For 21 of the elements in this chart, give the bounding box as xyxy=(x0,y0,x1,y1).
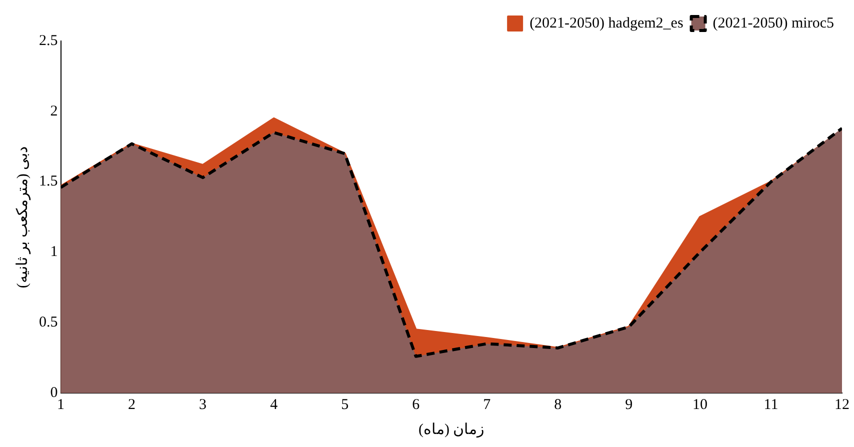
y-axis-title: دبی (مترمکعب بر ثانیه) xyxy=(14,146,31,288)
y-tick-label: 1 xyxy=(50,244,58,260)
x-tick-label: 5 xyxy=(341,396,349,413)
y-tick-label: 2 xyxy=(50,103,58,120)
x-axis-title: زمان (ماه) xyxy=(418,422,484,438)
x-tick-label: 4 xyxy=(270,396,278,413)
y-tick-label: 0.5 xyxy=(39,314,58,331)
legend-label: (2021-2050) hadgem2_es xyxy=(530,15,684,32)
x-tick-label: 3 xyxy=(199,396,207,413)
y-tick-label: 1.5 xyxy=(39,174,58,190)
y-tick-label: 0 xyxy=(50,384,58,401)
legend-label: (2021-2050) miroc5 xyxy=(712,15,834,32)
x-tick-label: 9 xyxy=(625,396,633,413)
x-tick-label: 11 xyxy=(764,396,778,413)
x-tick-label: 2 xyxy=(128,396,136,413)
x-tick-label: 12 xyxy=(834,396,850,413)
x-tick-label: 10 xyxy=(692,396,708,413)
x-tick-label: 7 xyxy=(483,396,492,413)
x-tick-label: 6 xyxy=(412,396,420,413)
y-tick-label: 2.5 xyxy=(39,32,58,49)
x-tick-label: 8 xyxy=(554,396,562,413)
